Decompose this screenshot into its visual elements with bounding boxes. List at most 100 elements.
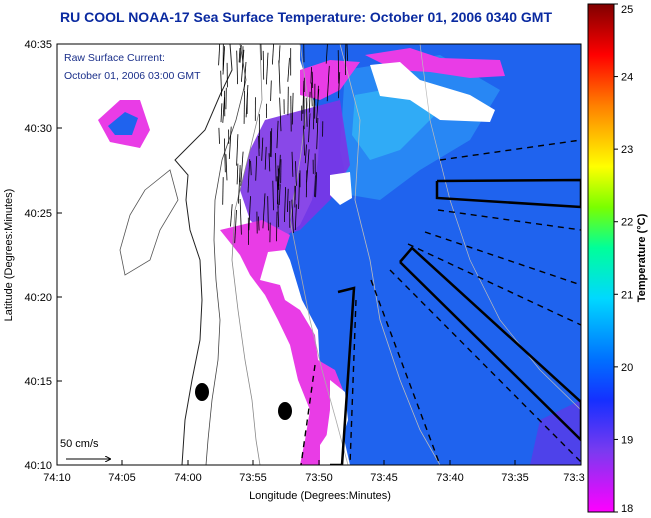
current-vector xyxy=(276,120,279,149)
current-vector xyxy=(315,172,317,198)
y-tick-label: 40:25 xyxy=(24,208,52,220)
x-tick-label: 73:40 xyxy=(436,472,464,484)
x-tick-label: 74:05 xyxy=(108,472,136,484)
current-vector xyxy=(311,71,314,89)
current-vector xyxy=(236,134,239,166)
current-vector xyxy=(270,80,272,102)
current-vector xyxy=(279,97,282,132)
bathymetry-contour-4 xyxy=(419,44,581,411)
current-vector xyxy=(239,198,242,235)
current-vector xyxy=(308,91,311,113)
colorbar-tick-label: 22 xyxy=(621,217,633,229)
y-tick-label: 40:35 xyxy=(24,39,52,51)
colorbar-tick-label: 19 xyxy=(621,434,633,446)
current-vector xyxy=(338,72,341,99)
bathymetry-contour-2 xyxy=(289,44,349,465)
current-vector xyxy=(272,180,274,211)
survey-box-south xyxy=(330,286,356,465)
x-tick-label: 73:50 xyxy=(305,472,333,484)
current-vector xyxy=(278,154,281,187)
inland-contour xyxy=(119,169,179,276)
current-vector xyxy=(255,156,258,181)
x-tick-label: 74:00 xyxy=(174,472,202,484)
current-vector xyxy=(276,176,279,209)
current-vector xyxy=(236,50,238,85)
current-vector xyxy=(305,170,308,198)
current-vector xyxy=(261,137,264,161)
current-vector xyxy=(276,211,278,242)
current-vector xyxy=(264,146,267,170)
current-vector xyxy=(316,89,320,124)
colorbar-ticks: 25 24 23 22 21 20 19 18 xyxy=(614,3,633,515)
current-annotation-line2: October 01, 2006 03:00 GMT xyxy=(64,70,201,82)
current-vector xyxy=(304,144,307,164)
current-vector xyxy=(278,45,281,64)
current-vector xyxy=(303,125,305,156)
colorbar-tick-label: 23 xyxy=(621,144,633,156)
ocean-sst-edge-coast xyxy=(220,220,345,465)
current-scale-label: 50 cm/s xyxy=(60,438,99,450)
y-tick-label: 40:30 xyxy=(24,123,52,135)
current-vector xyxy=(291,199,294,234)
current-vector xyxy=(238,47,241,63)
current-vector xyxy=(287,57,290,82)
x-tick-label: 74:10 xyxy=(43,472,71,484)
temperature-colorbar xyxy=(587,3,615,513)
current-vector xyxy=(248,196,251,231)
current-vector xyxy=(270,128,273,158)
current-vector xyxy=(287,188,289,213)
current-vector xyxy=(277,205,280,228)
current-vector xyxy=(346,44,348,61)
current-annotation-line1: Raw Surface Current: xyxy=(64,52,165,64)
current-vector xyxy=(222,177,224,205)
current-vector xyxy=(278,60,281,94)
coastline-barrier xyxy=(205,44,247,465)
current-vector xyxy=(316,117,319,150)
current-vector xyxy=(218,127,220,144)
mooring-marker-east xyxy=(278,402,292,420)
current-vector xyxy=(260,44,262,61)
current-vector xyxy=(222,97,225,123)
current-vector xyxy=(278,184,281,206)
x-tick-label: 73:3 xyxy=(563,472,584,484)
colorbar-tick-label: 24 xyxy=(621,72,633,84)
current-vector xyxy=(345,44,347,76)
colorbar-tick-label: 25 xyxy=(621,4,633,16)
current-vector xyxy=(291,92,294,125)
current-vector xyxy=(239,44,242,63)
current-vector xyxy=(295,161,297,186)
current-vector xyxy=(258,135,260,157)
y-tick-label: 40:10 xyxy=(24,460,52,472)
current-vector xyxy=(302,80,305,114)
current-vector xyxy=(224,138,226,173)
surface-current-vectors xyxy=(218,44,348,245)
y-axis xyxy=(57,43,62,466)
x-tick-label: 73:45 xyxy=(370,472,398,484)
current-vector xyxy=(250,160,252,176)
sst-field xyxy=(57,44,581,465)
mooring-marker-west xyxy=(195,383,209,401)
colorbar-tick-label: 20 xyxy=(621,362,633,374)
current-vector xyxy=(225,154,228,181)
current-vector xyxy=(238,168,241,204)
current-vector xyxy=(236,163,239,185)
bathymetry-contour-3 xyxy=(339,44,441,465)
current-vector xyxy=(258,216,260,231)
current-vector xyxy=(267,196,269,231)
current-vector xyxy=(284,187,286,223)
current-vector xyxy=(305,97,308,127)
current-vector xyxy=(291,151,294,177)
current-vector xyxy=(228,126,232,160)
x-axis xyxy=(56,460,582,465)
current-vector xyxy=(326,65,330,102)
x-tick-label: 73:35 xyxy=(501,472,529,484)
coastline xyxy=(174,44,233,465)
current-vector xyxy=(268,153,271,172)
y-tick-label: 40:20 xyxy=(24,292,52,304)
ocean-sst-violet-band xyxy=(530,400,581,465)
colorbar-tick-label: 21 xyxy=(621,289,633,301)
bathymetry-contour-1 xyxy=(231,44,263,465)
current-vector xyxy=(220,70,222,97)
cloud-mask-center xyxy=(330,172,352,205)
